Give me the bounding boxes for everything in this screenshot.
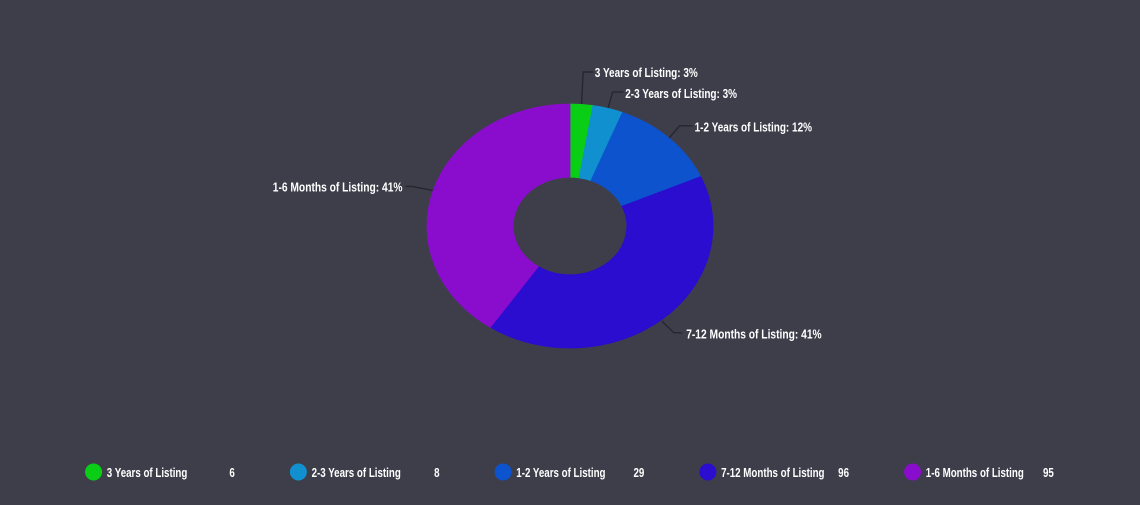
svg-text:2-3 Years of Listing: 2-3 Years of Listing <box>312 467 401 481</box>
svg-text:2-3 Years of Listing: 3%: 2-3 Years of Listing: 3% <box>625 88 737 101</box>
svg-text:95: 95 <box>1043 467 1054 481</box>
svg-text:1-2 Years of Listing: 12%: 1-2 Years of Listing: 12% <box>695 122 812 135</box>
svg-text:1-6 Months of Listing: 41%: 1-6 Months of Listing: 41% <box>273 182 403 195</box>
svg-text:1-2 Years of Listing: 1-2 Years of Listing <box>516 467 605 481</box>
svg-text:6: 6 <box>229 467 234 481</box>
svg-text:3 Years of Listing: 3%: 3 Years of Listing: 3% <box>595 67 698 80</box>
svg-text:7-12 Months of Listing: 7-12 Months of Listing <box>721 467 824 481</box>
svg-text:96: 96 <box>838 467 849 481</box>
svg-text:8: 8 <box>434 467 440 481</box>
svg-text:29: 29 <box>633 467 644 481</box>
svg-text:3 Years of Listing: 3 Years of Listing <box>107 467 188 481</box>
svg-text:7-12 Months of Listing: 41%: 7-12 Months of Listing: 41% <box>686 329 821 342</box>
svg-text:1-6 Months of Listing: 1-6 Months of Listing <box>926 467 1024 481</box>
